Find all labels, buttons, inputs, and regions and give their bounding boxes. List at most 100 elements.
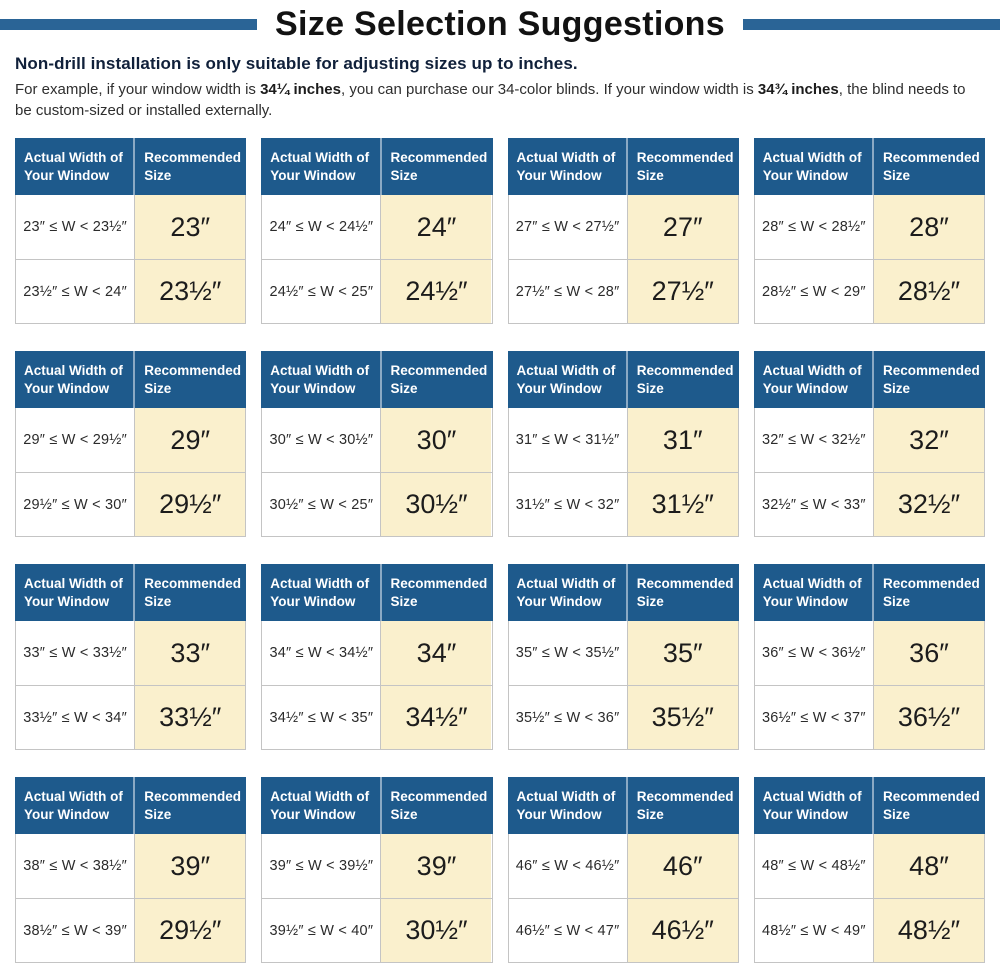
actual-width-header: Actual Width of Your Window [15,351,136,408]
actual-width-header: Actual Width of Your Window [261,564,382,621]
width-range-cell: 39″ ≤ W < 39½″ [262,834,382,898]
table-row: 32½″ ≤ W < 33″ 32½″ [754,472,984,536]
width-range-cell: 38″ ≤ W < 38½″ [16,834,136,898]
table-row: 32″ ≤ W < 32½″ 32″ [754,408,984,472]
table-header-row: Actual Width of Your Window Recommended S… [753,777,985,834]
table-header-row: Actual Width of Your Window Recommended S… [753,138,985,195]
size-table-13: Actual Width of Your Window Recommended S… [15,777,247,963]
recommended-size-header: Recommended Size [636,149,734,183]
width-range-cell: 30″ ≤ W < 30½″ [262,408,382,472]
recommended-size-cell: 29½″ [135,899,246,962]
actual-width-header: Actual Width of Your Window [754,777,874,834]
table-row: 38½″ ≤ W < 39″ 29½″ [16,898,246,962]
intro-text-3: , the blind needs to be custom-sized or … [15,81,966,119]
size-table-6: Actual Width of Your Window Recommended S… [261,351,493,537]
recommended-size-cell: 23″ [135,195,246,259]
table-row: 27″ ≤ W < 27½″ 27″ [508,195,738,259]
table-row: 46″ ≤ W < 46½″ 46″ [508,834,738,898]
size-table-5: Actual Width of Your Window Recommended S… [15,351,247,537]
table-header-row: Actual Width of Your Window Recommended S… [507,777,739,834]
recommended-size-cell: 27½″ [627,260,738,323]
width-range-cell: 24½″ ≤ W < 25″ [262,260,382,323]
table-header-row: Actual Width of Your Window Recommended S… [261,138,493,195]
actual-width-header: Actual Width of Your Window [508,564,628,621]
width-range-cell: 46″ ≤ W < 46½″ [508,834,628,898]
width-range-cell: 31½″ ≤ W < 32″ [508,473,628,536]
size-table-15: Actual Width of Your Window Recommended S… [507,777,739,963]
table-header-row: Actual Width of Your Window Recommended S… [261,351,493,408]
table-row: 33½″ ≤ W < 34″ 33½″ [16,685,246,749]
recommended-size-cell: 28″ [873,195,984,259]
width-range-cell: 28½″ ≤ W < 29″ [754,260,874,323]
intro-heading: Non-drill installation is only suitable … [15,54,578,73]
size-table-10: Actual Width of Your Window Recommended S… [261,564,493,750]
recommended-size-header: Recommended Size [144,788,242,822]
table-row: 23½″ ≤ W < 24″ 23½″ [16,259,246,323]
recommended-size-cell: 34″ [381,621,492,685]
recommended-size-cell: 34½″ [381,686,492,749]
table-header-row: Actual Width of Your Window Recommended S… [753,351,985,408]
table-row: 30½″ ≤ W < 25″ 30½″ [262,472,492,536]
recommended-size-header: Recommended Size [390,149,488,183]
width-range-cell: 34½″ ≤ W < 35″ [262,686,382,749]
width-range-cell: 33½″ ≤ W < 34″ [16,686,136,749]
width-range-cell: 36″ ≤ W < 36½″ [754,621,874,685]
size-table-9: Actual Width of Your Window Recommended S… [15,564,247,750]
table-row: 35½″ ≤ W < 36″ 35½″ [508,685,738,749]
intro-bold-size-2: 34¾ inches [757,81,839,98]
table-row: 29½″ ≤ W < 30″ 29½″ [16,472,246,536]
table-header-row: Actual Width of Your Window Recommended S… [15,777,247,834]
actual-width-header: Actual Width of Your Window [261,777,382,834]
width-range-cell: 35″ ≤ W < 35½″ [508,621,628,685]
recommended-size-cell: 23½″ [135,260,246,323]
table-row: 23″ ≤ W < 23½″ 23″ [16,195,246,259]
recommended-size-cell: 29½″ [135,473,246,536]
width-range-cell: 29½″ ≤ W < 30″ [16,473,136,536]
actual-width-header: Actual Width of Your Window [15,777,136,834]
recommended-size-cell: 27″ [627,195,738,259]
recommended-size-header: Recommended Size [883,575,980,609]
recommended-size-header: Recommended Size [636,788,734,822]
table-row: 24½″ ≤ W < 25″ 24½″ [262,259,492,323]
table-row: 24″ ≤ W < 24½″ 24″ [262,195,492,259]
width-range-cell: 48½″ ≤ W < 49″ [754,899,874,962]
table-row: 29″ ≤ W < 29½″ 29″ [16,408,246,472]
table-row: 34½″ ≤ W < 35″ 34½″ [262,685,492,749]
width-range-cell: 30½″ ≤ W < 25″ [262,473,382,536]
width-range-cell: 35½″ ≤ W < 36″ [508,686,628,749]
table-header-row: Actual Width of Your Window Recommended S… [261,564,493,621]
recommended-size-cell: 29″ [135,408,246,472]
table-header-row: Actual Width of Your Window Recommended S… [15,351,247,408]
table-row: 33″ ≤ W < 33½″ 33″ [16,621,246,685]
intro-body: For example, if your window width is 34¼… [15,79,985,121]
table-row: 38″ ≤ W < 38½″ 39″ [16,834,246,898]
table-header-row: Actual Width of Your Window Recommended S… [507,138,739,195]
actual-width-header: Actual Width of Your Window [754,138,874,195]
table-row: 46½″ ≤ W < 47″ 46½″ [508,898,738,962]
recommended-size-cell: 48″ [873,834,984,898]
recommended-size-cell: 31″ [627,408,738,472]
actual-width-header: Actual Width of Your Window [508,777,628,834]
recommended-size-cell: 32″ [873,408,984,472]
intro-section: Non-drill installation is only suitable … [0,54,1000,121]
table-header-row: Actual Width of Your Window Recommended S… [15,564,247,621]
size-table-12: Actual Width of Your Window Recommended S… [753,564,985,750]
width-range-cell: 39½″ ≤ W < 40″ [262,899,382,962]
table-row: 35″ ≤ W < 35½″ 35″ [508,621,738,685]
recommended-size-header: Recommended Size [144,149,242,183]
recommended-size-cell: 36½″ [873,686,984,749]
width-range-cell: 32″ ≤ W < 32½″ [754,408,874,472]
actual-width-header: Actual Width of Your Window [15,564,136,621]
actual-width-header: Actual Width of Your Window [15,138,136,195]
tables-grid: Actual Width of Your Window Recommended S… [0,138,1000,963]
recommended-size-cell: 31½″ [627,473,738,536]
width-range-cell: 33″ ≤ W < 33½″ [16,621,136,685]
recommended-size-cell: 32½″ [873,473,984,536]
recommended-size-cell: 46″ [627,834,738,898]
recommended-size-cell: 24″ [381,195,492,259]
width-range-cell: 31″ ≤ W < 31½″ [508,408,628,472]
width-range-cell: 29″ ≤ W < 29½″ [16,408,136,472]
recommended-size-header: Recommended Size [390,575,488,609]
actual-width-header: Actual Width of Your Window [754,564,874,621]
